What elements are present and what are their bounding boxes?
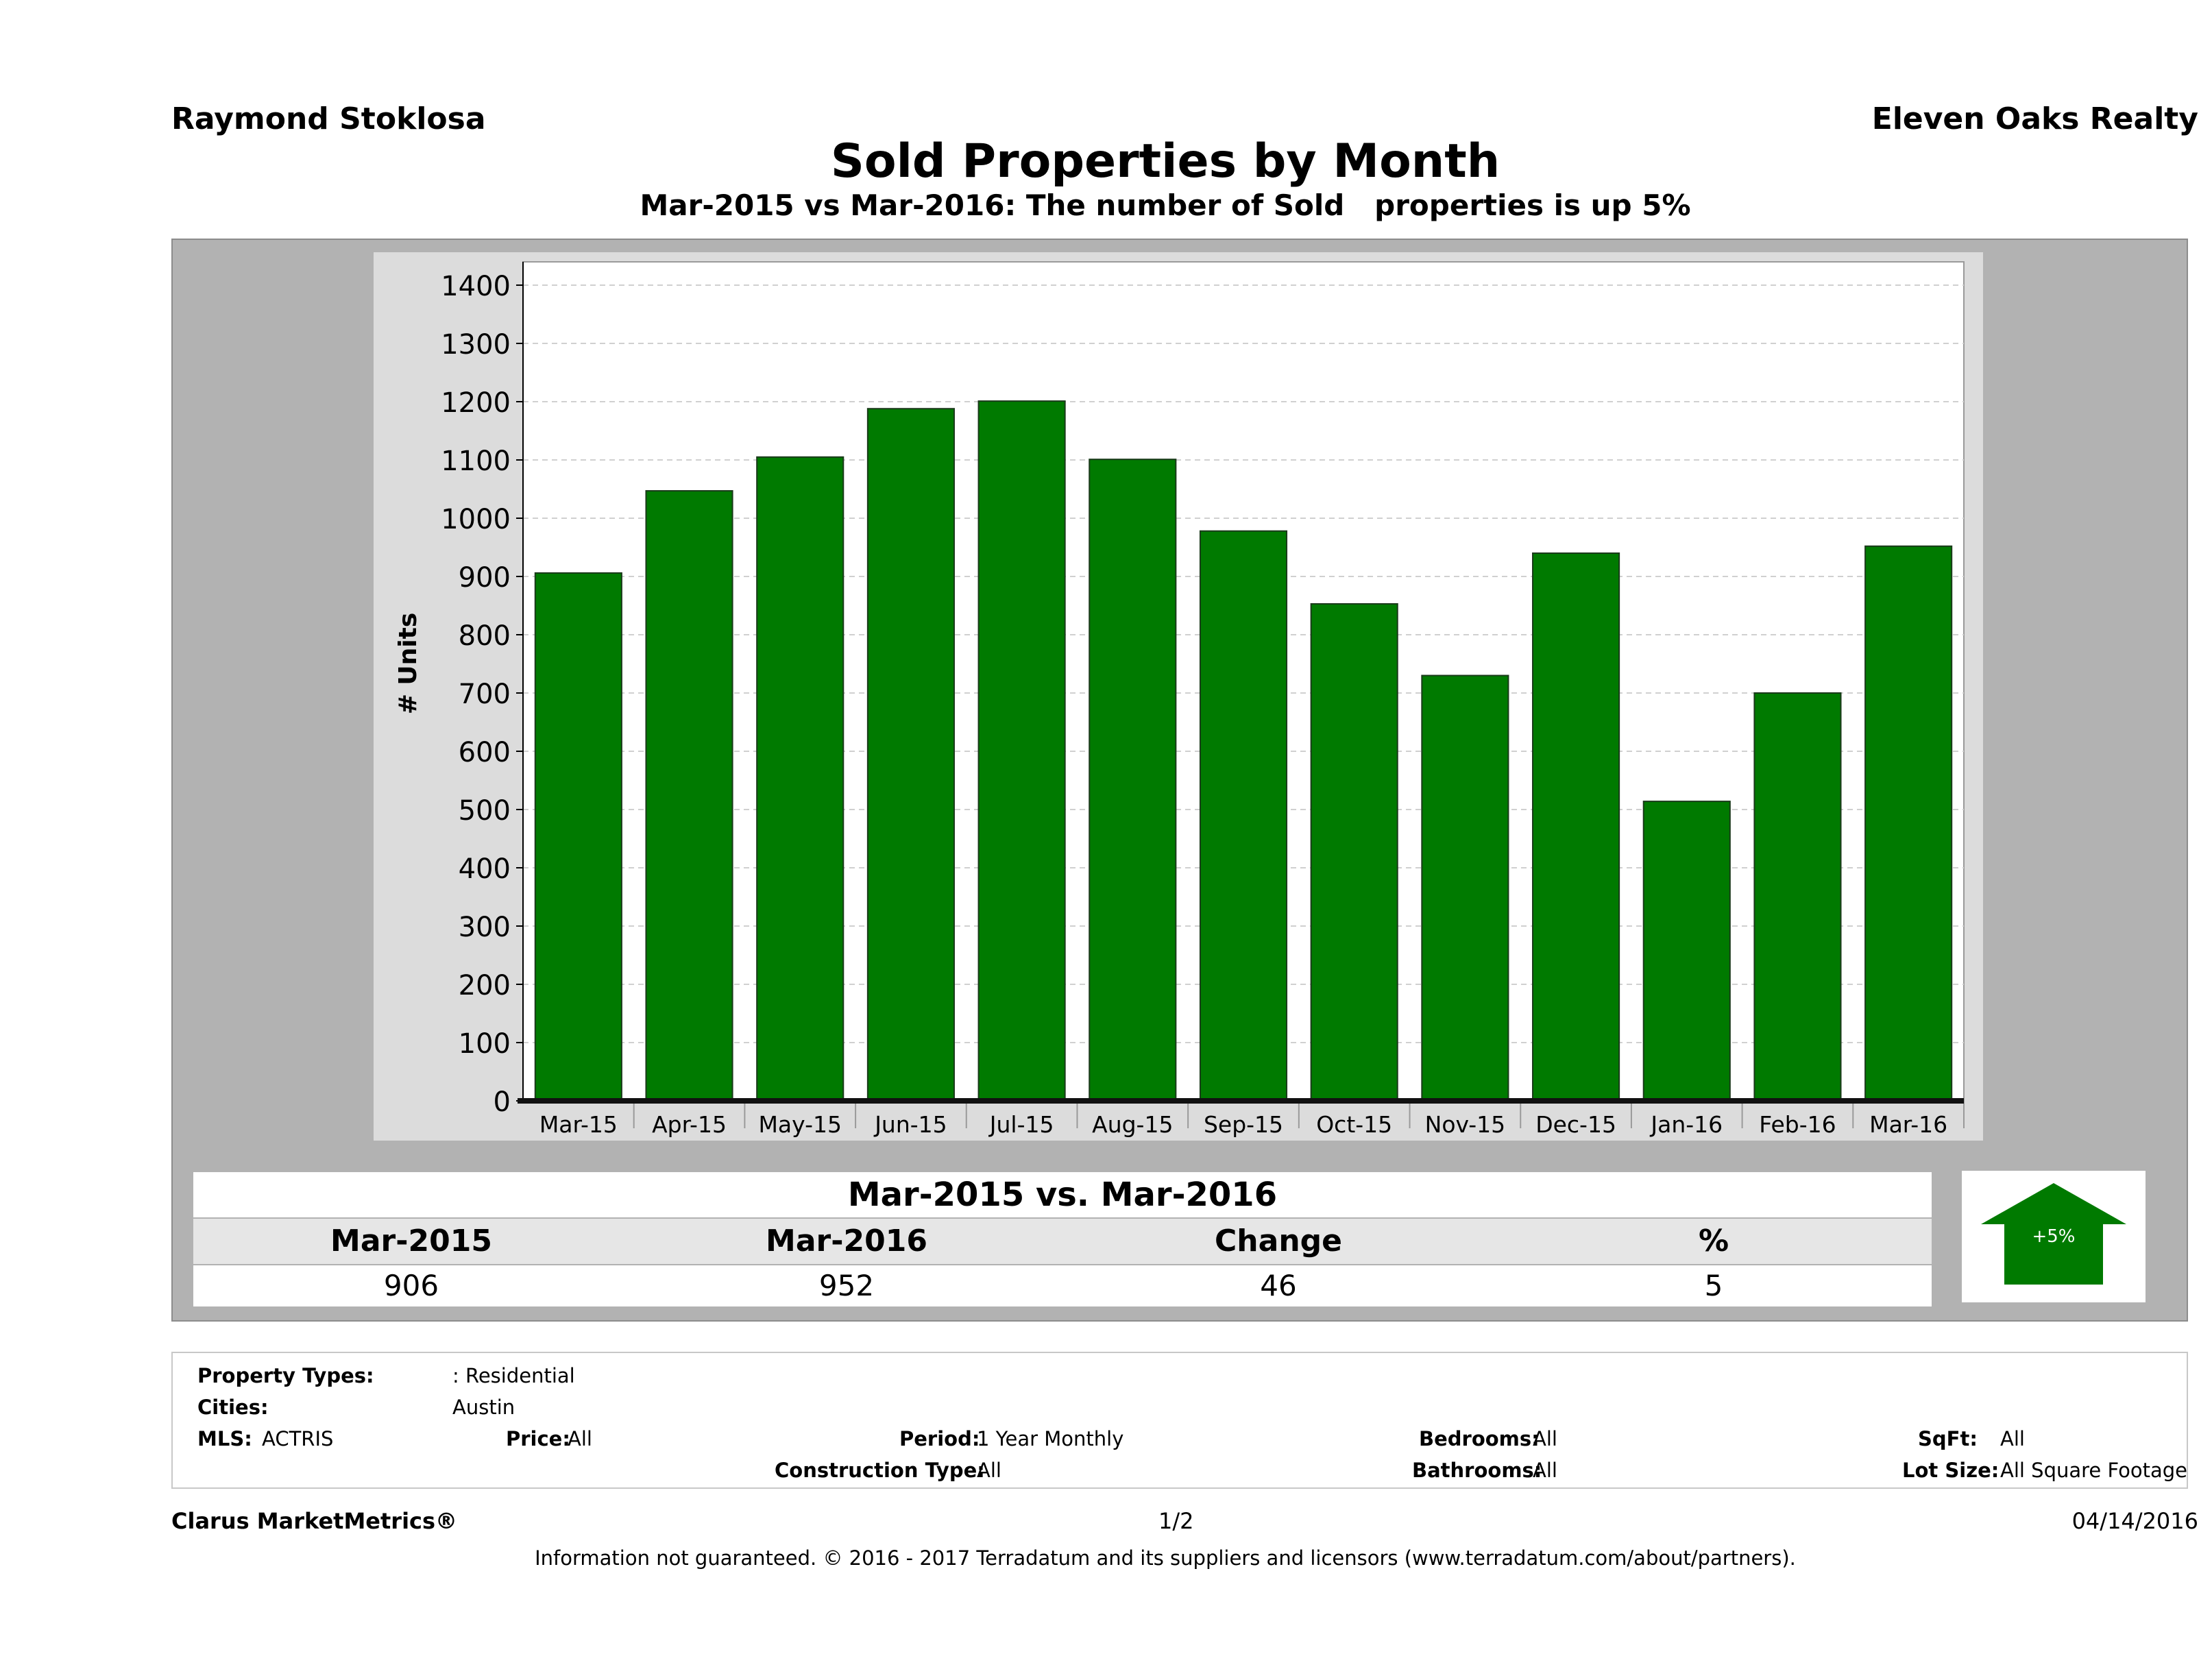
property-types-value: : Residential (452, 1364, 575, 1387)
x-tick-label: Mar-16 (1869, 1111, 1947, 1138)
product-name: Clarus MarketMetrics® (171, 1508, 458, 1534)
y-tick-label: 700 (459, 679, 511, 710)
mls-value: ACTRIS (262, 1427, 334, 1450)
period-value: 1 Year Monthly (977, 1427, 1124, 1450)
y-tick-label: 300 (459, 912, 511, 943)
bar (1864, 545, 1953, 1102)
bar-chart: 0 100 200 300 400 500 600 700 800 900 1000 1100 1200… (394, 261, 1965, 1138)
bedrooms-label: Bedrooms: (1419, 1427, 1540, 1450)
sqft-label: SqFt: (1918, 1427, 1978, 1450)
property-types-label: Property Types: (197, 1364, 374, 1387)
header-mar-2015: Mar-2015 (330, 1224, 492, 1258)
price-label: Price: (506, 1427, 570, 1450)
y-tick-label: 200 (459, 970, 511, 1001)
y-axis-label: # Units (394, 613, 422, 715)
comparison-title: Mar-2015 vs. Mar-2016 (193, 1172, 1932, 1217)
bar (1199, 530, 1288, 1102)
x-tick-label: Aug-15 (1092, 1111, 1173, 1138)
agent-name: Raymond Stoklosa (171, 101, 486, 136)
bar (645, 490, 733, 1102)
lot-size-label: Lot Size: (1902, 1459, 2000, 1482)
header-mar-2016: Mar-2016 (766, 1224, 927, 1258)
y-tick-label: 0 (494, 1086, 511, 1118)
price-value: All (568, 1427, 592, 1450)
header-change: Change (1215, 1224, 1342, 1258)
y-tick-label: 900 (459, 562, 511, 594)
y-tick-label: 1400 (441, 271, 511, 302)
bedrooms-value: All (1533, 1427, 1557, 1450)
up-arrow-icon: +5% (1981, 1183, 2126, 1285)
sqft-value: All (2000, 1427, 2025, 1450)
y-tick-label: 400 (459, 853, 511, 885)
change-badge-box: +5% (1962, 1171, 2146, 1302)
y-tick-label: 1000 (441, 504, 511, 535)
construction-type-label: Construction Type: (775, 1459, 985, 1482)
x-tick-label: Feb-16 (1759, 1111, 1836, 1138)
brokerage-name: Eleven Oaks Realty (1871, 101, 2198, 136)
x-tick-label: Nov-15 (1425, 1111, 1505, 1138)
cities-label: Cities: (197, 1396, 269, 1419)
x-tick-label: Jun-15 (873, 1111, 947, 1138)
value-mar-2015: 906 (383, 1269, 439, 1302)
report-title: Sold Properties by Month (830, 134, 1500, 189)
disclaimer: Information not guaranteed. © 2016 - 201… (535, 1546, 1796, 1570)
bar (1310, 603, 1398, 1102)
x-tick-label: Oct-15 (1316, 1111, 1392, 1138)
filters-panel (171, 1352, 2188, 1489)
y-tick-label: 1200 (441, 387, 511, 419)
report-date: 04/14/2016 (2071, 1508, 2198, 1534)
cities-value: Austin (452, 1396, 515, 1419)
bathrooms-value: All (1533, 1459, 1557, 1482)
bar (977, 400, 1066, 1102)
x-tick-label: Dec-15 (1535, 1111, 1616, 1138)
value-mar-2016: 952 (818, 1269, 875, 1302)
bathrooms-label: Bathrooms: (1412, 1459, 1542, 1482)
y-tick-label: 500 (459, 795, 511, 827)
x-tick-label: Mar-15 (539, 1111, 618, 1138)
y-tick-label: 800 (459, 620, 511, 652)
bar (1642, 801, 1731, 1102)
change-badge-label: +5% (2032, 1226, 2075, 1247)
comparison-value-row (193, 1265, 1932, 1306)
x-tick-label: May-15 (758, 1111, 842, 1138)
bar (1753, 692, 1842, 1102)
bar (1532, 552, 1620, 1102)
x-tick-label: Apr-15 (652, 1111, 727, 1138)
header-percent: % (1698, 1224, 1729, 1258)
y-tick-label: 1300 (441, 329, 511, 361)
comparison-header-row (193, 1219, 1932, 1264)
x-tick-label: Sep-15 (1204, 1111, 1283, 1138)
mls-label: MLS: (197, 1427, 252, 1450)
y-tick-label: 100 (459, 1028, 511, 1060)
bar (1089, 459, 1177, 1102)
bar (756, 456, 844, 1102)
up-arrow-shape (1981, 1183, 2126, 1285)
report-subtitle: Mar-2015 vs Mar-2016: The number of Sold… (640, 189, 1691, 222)
value-percent: 5 (1704, 1269, 1723, 1302)
bar (534, 572, 622, 1102)
construction-type-value: All (977, 1459, 1001, 1482)
bar (1421, 674, 1509, 1102)
lot-size-value: All Square Footage (2000, 1459, 2188, 1482)
value-change: 46 (1260, 1269, 1297, 1302)
page-number: 1/2 (1158, 1508, 1194, 1534)
period-label: Period: (899, 1427, 980, 1450)
y-tick-label: 600 (459, 737, 511, 768)
x-tick-label: Jan-16 (1649, 1111, 1723, 1138)
x-tick-label: Jul-15 (988, 1111, 1054, 1138)
y-tick-label: 1100 (441, 446, 511, 477)
bar (866, 408, 955, 1102)
